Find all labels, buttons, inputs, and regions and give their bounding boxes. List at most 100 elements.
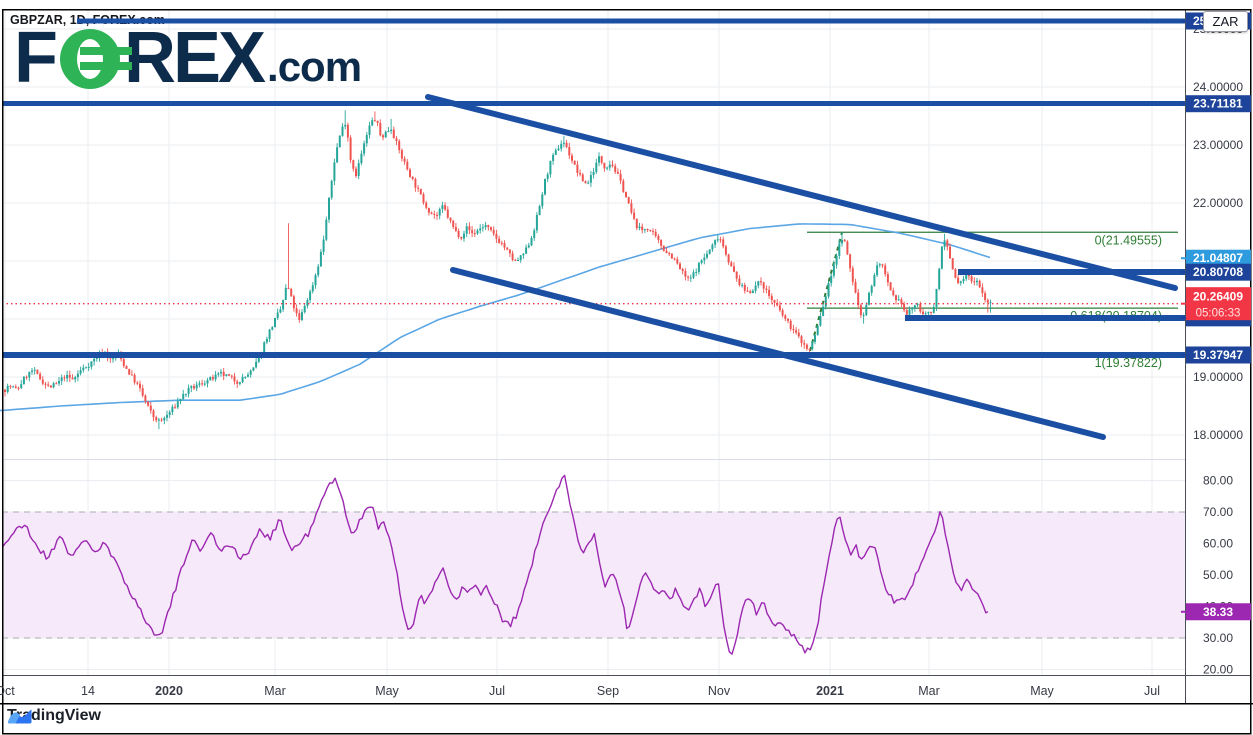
drawings-layer[interactable]: [2, 18, 1185, 655]
rsi-axis-tick-label: 30.00: [1203, 631, 1233, 645]
candle-body: [344, 124, 347, 127]
time-axis-tick-label[interactable]: Mar: [918, 684, 940, 698]
candle-body: [44, 383, 47, 385]
candle-body: [317, 266, 320, 276]
candle-body: [463, 233, 465, 239]
candle-body: [773, 300, 776, 303]
candle-body: [268, 329, 271, 339]
time-axis-tick-label[interactable]: May: [375, 684, 399, 698]
candle-body: [565, 142, 568, 147]
candle-body: [660, 239, 663, 246]
candle-body: [403, 158, 406, 162]
candle-body: [265, 338, 268, 343]
candle-body: [225, 374, 228, 376]
candle-body: [684, 271, 687, 277]
time-axis-tick-label[interactable]: Sep: [597, 684, 619, 698]
price-level-label-text: 23.71181: [1193, 97, 1243, 111]
candle-body: [79, 370, 82, 374]
candle-body: [425, 202, 428, 208]
time-axis-tick-label[interactable]: 2020: [155, 684, 183, 698]
candle-body: [41, 379, 44, 384]
time-axis-tick-label[interactable]: 2021: [816, 684, 844, 698]
time-axis-tick-label[interactable]: Mar: [264, 684, 286, 698]
candle-body: [568, 146, 571, 156]
candle-body: [797, 332, 800, 337]
candle-body: [52, 383, 55, 388]
candle-body: [155, 417, 158, 421]
candle-body: [236, 381, 239, 384]
candle-body: [895, 295, 897, 301]
candle-body: [652, 230, 654, 232]
time-axis-tick-label[interactable]: Nov: [708, 684, 731, 698]
candle-body: [36, 369, 39, 374]
candle-body: [276, 312, 279, 319]
tradingview-branding[interactable]: TradingView: [7, 707, 101, 725]
candle-body: [706, 253, 708, 258]
candle-body: [541, 194, 544, 207]
time-axis-tick-label[interactable]: Jul: [1144, 684, 1160, 698]
candle-body: [125, 366, 128, 369]
rsi-axis-tick-label: 80.00: [1203, 474, 1233, 488]
candle-body: [816, 325, 819, 335]
rsi-axis-tick-label: 70.00: [1203, 505, 1233, 519]
time-axis-tick-label[interactable]: 14: [81, 684, 95, 698]
candle-body: [913, 305, 916, 309]
candle-body: [978, 280, 981, 288]
candle-body: [854, 281, 857, 293]
candle-body: [905, 310, 908, 315]
candle-body: [781, 310, 784, 316]
price-axis-tick-label: 19.00000: [1193, 370, 1243, 384]
candle-body: [214, 374, 217, 380]
candle-body: [152, 410, 155, 418]
price-level-label-text: 19.37947: [1193, 348, 1243, 362]
fib-level-label: 1(19.37822): [1095, 356, 1162, 370]
candle-body: [762, 282, 765, 289]
candle-body: [490, 227, 492, 230]
candle-body: [128, 368, 131, 375]
candle-body: [22, 376, 25, 385]
candle-body: [206, 380, 209, 384]
candle-body: [787, 318, 789, 321]
candle-body: [760, 281, 762, 283]
candle-body: [922, 311, 924, 315]
candle-body: [465, 226, 468, 234]
time-axis-tick-label[interactable]: Jul: [489, 684, 505, 698]
candle-body: [82, 367, 85, 371]
candle-body: [795, 330, 798, 333]
candle-body: [319, 251, 322, 267]
candle-body: [500, 242, 503, 244]
candle-body: [646, 229, 649, 231]
candle-body: [368, 125, 371, 135]
candle-body: [33, 369, 36, 371]
moving-average-line: [0, 223, 991, 412]
countdown-timer-text: 05:06:33: [1196, 308, 1241, 320]
candle-body: [365, 134, 368, 144]
candle-body: [274, 318, 276, 328]
currency-tooltip-label: ZAR: [1212, 14, 1239, 29]
candle-body: [859, 305, 862, 316]
candle-body: [441, 205, 444, 209]
candle-body: [336, 147, 339, 163]
candle-body: [301, 312, 303, 320]
candle-body: [722, 239, 725, 247]
time-axis-tick-label[interactable]: Oct: [0, 684, 15, 698]
candle-body: [130, 374, 133, 376]
candle-body: [338, 135, 341, 148]
candle-body: [792, 328, 795, 331]
candle-body: [460, 236, 463, 239]
candle-body: [889, 282, 892, 291]
candle-body: [635, 218, 638, 229]
candle-body: [600, 156, 603, 163]
candle-body: [819, 315, 822, 326]
candle-body: [976, 280, 978, 283]
candle-body: [692, 272, 695, 278]
candle-body: [557, 148, 560, 151]
candle-body: [973, 281, 976, 283]
candle-body: [927, 311, 930, 314]
candle-body: [679, 263, 681, 269]
time-axis-tick-label[interactable]: May: [1030, 684, 1054, 698]
candle-body: [676, 259, 679, 264]
candle-body: [419, 188, 422, 195]
tradingview-logo-icon: [7, 709, 32, 724]
